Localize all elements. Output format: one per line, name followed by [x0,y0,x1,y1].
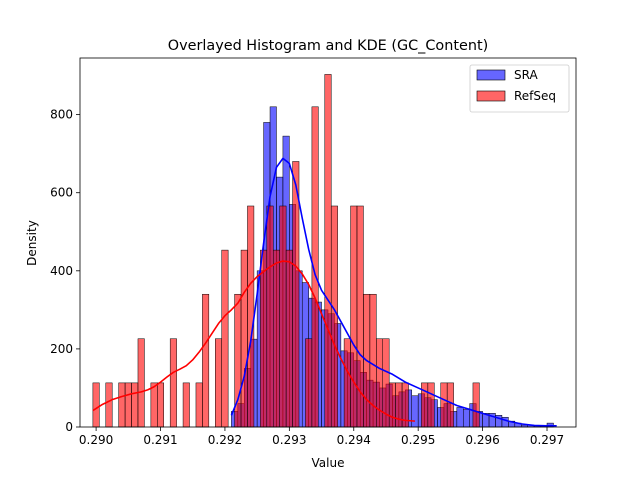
histogram-bar [195,382,203,428]
x-tick-label: 0.291 [143,433,177,447]
y-axis-ticks: 0 200 400 600 800 [50,108,80,434]
histogram-bar [92,382,100,428]
x-tick-label: 0.293 [272,433,306,447]
legend-label-refseq: RefSeq [514,89,556,103]
kde-line-refseq [92,260,416,422]
legend-swatch-refseq [476,90,506,102]
y-tick-label: 0 [65,420,73,434]
histogram-bar [427,382,435,428]
x-tick-label: 0.292 [208,433,242,447]
histogram-bar [376,338,383,428]
x-axis-ticks: 0.290 0.291 0.292 0.293 0.294 0.295 0.296 0.297 [79,427,564,447]
histogram-bar [456,407,464,428]
histogram-bar [305,338,313,428]
histogram-bar [215,338,222,428]
histogram-bar [105,382,113,428]
histogram-series-refseq [92,74,480,428]
histogram-bar [157,382,164,428]
histogram-bar [247,205,255,428]
x-tick-label: 0.296 [465,433,499,447]
histogram-bar [324,74,332,428]
histogram-bar [118,382,126,428]
histogram-bar [260,249,268,428]
y-axis-label: Density [25,220,39,266]
histogram-bar [221,249,229,428]
legend-label-sra: SRA [514,68,538,82]
histogram-bar [411,395,419,428]
histogram-bars [92,74,554,428]
histogram-bar [169,338,177,428]
legend-swatch-sra [476,69,506,81]
plot-frame [79,57,577,428]
histogram-bar [273,249,280,428]
histogram-bar [350,205,358,428]
x-tick-label: 0.295 [401,433,435,447]
histogram-bar [124,382,132,428]
histogram-bar [240,249,248,428]
histogram-bar [279,205,287,428]
y-tick-label: 200 [50,342,73,356]
histogram-bar [330,205,338,428]
x-axis-label: Value [312,456,345,470]
legend: SRA RefSeq [469,64,570,113]
kde-curves [92,157,557,427]
histogram-bar [266,205,274,428]
kde-line-sra [230,157,557,427]
histogram-bar [137,338,145,428]
x-tick-label: 0.294 [337,433,371,447]
histogram-bar [472,382,480,428]
histogram-bar [285,249,293,428]
x-tick-label: 0.297 [530,433,564,447]
x-tick-label: 0.290 [79,433,113,447]
y-tick-label: 800 [50,108,73,122]
histogram-bar [388,382,396,428]
histogram-bar [446,382,454,428]
y-tick-label: 600 [50,186,73,200]
y-tick-label: 400 [50,264,73,278]
histogram-bar [463,409,470,428]
chart-title: Overlayed Histogram and KDE (GC_Content) [168,38,488,54]
histogram-bar [182,382,190,428]
histogram-bar [440,382,448,428]
histogram-bar [343,338,351,428]
histogram-bar [292,161,300,428]
histogram-bar [202,293,210,428]
histogram-bar [150,382,158,428]
histogram-bar [131,382,139,428]
